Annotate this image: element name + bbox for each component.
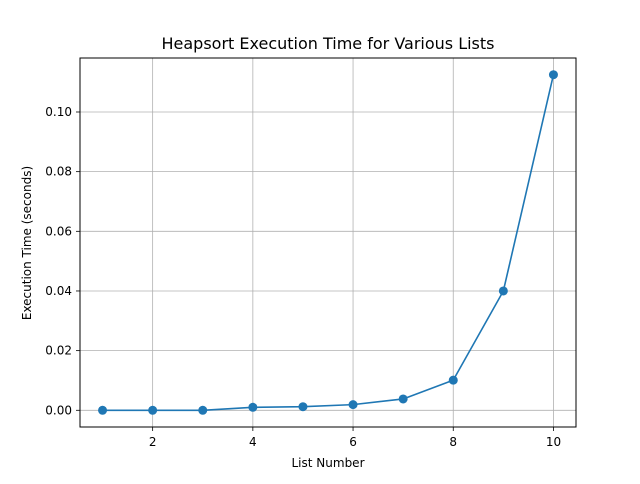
- x-tick-label: 10: [546, 435, 561, 449]
- data-point-marker: [98, 405, 108, 415]
- data-point-marker: [148, 405, 158, 415]
- series-line: [101, 73, 555, 412]
- y-axis-ticks: 0.00 0.02 0.04 0.06 0.08 0.10: [45, 105, 80, 417]
- x-axis-ticks: 2 4 6 8 10: [149, 427, 561, 449]
- data-point-marker: [348, 400, 358, 410]
- data-point-marker: [298, 402, 308, 412]
- data-point-marker: [398, 394, 408, 404]
- data-point-marker: [198, 405, 208, 415]
- y-tick-label: 0.02: [45, 344, 72, 358]
- y-tick-label: 0.10: [45, 105, 72, 119]
- y-tick-label: 0.06: [45, 224, 72, 238]
- x-tick-label: 6: [349, 435, 357, 449]
- y-tick-label: 0.00: [45, 403, 72, 417]
- x-tick-label: 2: [149, 435, 157, 449]
- data-point-marker: [548, 70, 558, 80]
- series-layer: [98, 70, 558, 415]
- y-tick-label: 0.08: [45, 165, 72, 179]
- y-tick-label: 0.04: [45, 284, 72, 298]
- y-axis-label: Execution Time (seconds): [20, 166, 34, 320]
- data-point-marker: [498, 286, 508, 296]
- x-tick-label: 8: [449, 435, 457, 449]
- axes-frame: [79, 57, 577, 428]
- data-point-marker: [448, 375, 458, 385]
- data-point-marker: [248, 402, 258, 412]
- x-axis-label: List Number: [292, 456, 365, 470]
- chart-title: Heapsort Execution Time for Various List…: [161, 34, 494, 53]
- x-tick-label: 4: [249, 435, 257, 449]
